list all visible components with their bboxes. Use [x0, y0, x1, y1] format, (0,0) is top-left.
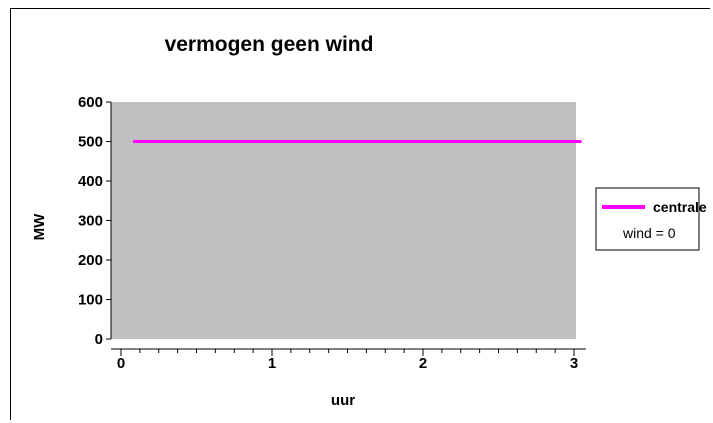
chart-title: vermogen geen wind	[165, 33, 374, 56]
legend: centrale wind = 0	[595, 187, 707, 251]
y-tick-label: 400	[78, 173, 103, 190]
y-axis-ticks: 0 100 200 300 400 500 600	[78, 94, 111, 348]
x-tick-label: 2	[419, 355, 427, 372]
plot-area	[111, 102, 576, 339]
x-axis-ticks: 0 1 2 3	[117, 349, 578, 372]
y-tick-label: 100	[78, 292, 103, 309]
x-axis-title: uur	[331, 392, 355, 409]
x-tick-label: 1	[268, 355, 276, 372]
x-tick-label: 3	[570, 355, 578, 372]
y-tick-label: 300	[78, 213, 103, 230]
y-tick-label: 0	[95, 331, 103, 348]
line-chart: vermogen geen wind 0 100 200 300 400 500 600 0…	[31, 33, 707, 409]
y-tick-label: 600	[78, 94, 103, 111]
y-tick-label: 200	[78, 252, 103, 269]
chart-frame: vermogen geen wind 0 100 200 300 400 500 600 0…	[10, 8, 710, 420]
legend-note: wind = 0	[622, 225, 676, 241]
legend-box	[595, 187, 700, 251]
legend-label: centrale	[653, 199, 707, 215]
x-tick-label: 0	[117, 355, 125, 372]
y-tick-label: 500	[78, 134, 103, 151]
y-axis-title: MW	[31, 213, 48, 240]
